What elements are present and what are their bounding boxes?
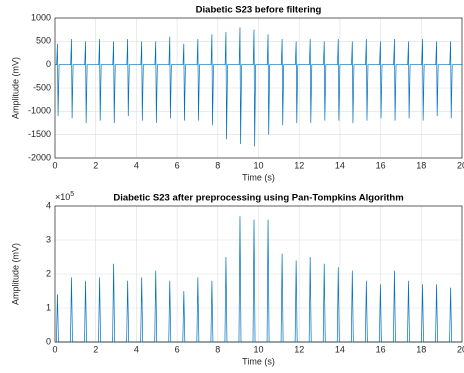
x-tick-label: 20 — [457, 160, 464, 170]
x-tick-label: 18 — [416, 344, 426, 354]
y-tick-label: -1500 — [28, 129, 51, 139]
x-tick-label: 4 — [134, 344, 139, 354]
x-tick-label: 10 — [253, 344, 263, 354]
axes-box — [54, 205, 463, 343]
x-tick-label: 12 — [294, 160, 304, 170]
axes: 0123402468101214161820Diabetic S23 after… — [10, 191, 464, 367]
y-tick-label: -500 — [33, 82, 51, 92]
x-tick-label: 14 — [335, 160, 345, 170]
y-tick-label: 1 — [46, 302, 51, 312]
x-tick-label: 0 — [52, 344, 57, 354]
x-tick-label: 8 — [215, 344, 220, 354]
chart-title: Diabetic S23 before filtering — [196, 5, 322, 16]
x-tick-label: 2 — [93, 160, 98, 170]
exponent-power: 5 — [70, 191, 74, 198]
y-axis-label: Amplitude (mV) — [10, 243, 20, 305]
x-tick-label: 2 — [93, 344, 98, 354]
x-tick-label: 18 — [416, 160, 426, 170]
x-tick-label: 20 — [457, 344, 464, 354]
x-tick-label: 0 — [52, 160, 57, 170]
x-tick-label: 4 — [134, 160, 139, 170]
y-tick-label: 3 — [46, 234, 51, 244]
x-tick-label: 16 — [376, 344, 386, 354]
axes-box — [54, 17, 463, 159]
x-tick-label: 8 — [215, 160, 220, 170]
y-tick-label: -2000 — [28, 152, 51, 162]
y-tick-label: 0 — [46, 59, 51, 69]
chart-title: Diabetic S23 after preprocessing using P… — [113, 193, 403, 204]
y-axis-label: Amplitude (mV) — [10, 57, 20, 119]
y-tick-label: 500 — [36, 36, 51, 46]
axes: -2000 -1500 -1000 -500 0 500 1000 0 2 4 6 8 10 12 14 16… — [10, 5, 464, 183]
exponent-base: ×10 — [55, 192, 70, 202]
y-tick-label: 4 — [46, 200, 51, 210]
y-tick-label: -1000 — [28, 106, 51, 116]
data-line — [55, 216, 462, 343]
x-tick-label: 6 — [175, 344, 180, 354]
x-tick-label: 16 — [376, 160, 386, 170]
x-axis-label: Time (s) — [242, 172, 275, 182]
y-tick-label: 2 — [46, 268, 51, 278]
x-tick-label: 12 — [294, 344, 304, 354]
x-tick-label: 14 — [335, 344, 345, 354]
y-exponent: ×105 — [55, 191, 74, 203]
y-tick-label: 1000 — [31, 12, 51, 22]
x-tick-label: 10 — [253, 160, 263, 170]
y-tick-label: 0 — [46, 336, 51, 346]
data-line — [55, 27, 462, 147]
x-tick-label: 6 — [175, 160, 180, 170]
x-axis-label: Time (s) — [242, 356, 275, 366]
